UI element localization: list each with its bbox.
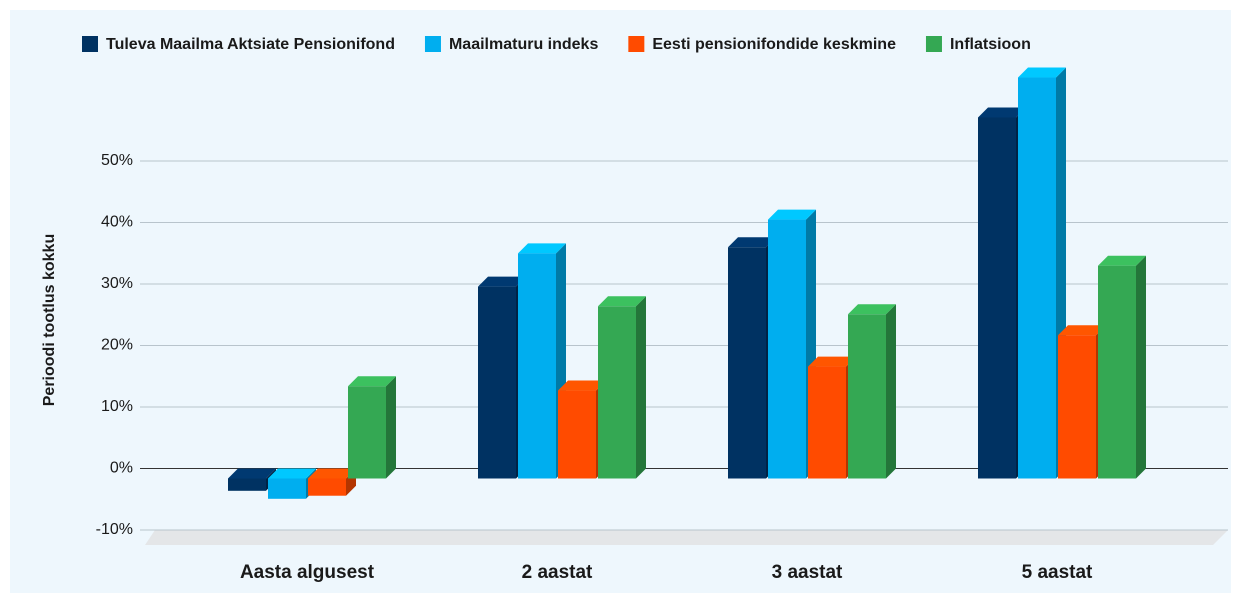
legend-label: Eesti pensionifondide keskmine [652,36,896,53]
bar-top [768,209,816,220]
bar-top [1018,67,1066,78]
bar-top [1098,255,1146,266]
bar-side [1136,255,1146,479]
y-tick-label: 0% [110,460,133,477]
bar-top [808,356,856,367]
bar [978,117,1016,479]
bar-top [228,468,276,479]
bar [558,390,596,479]
legend-label: Tuleva Maailma Aktsiate Pensionifond [106,36,395,53]
legend-swatch [925,36,942,52]
y-axis-label: Perioodi tootlus kokku [41,234,58,406]
floor [145,530,1228,545]
y-tick-label: -10% [96,521,133,538]
bar-top [518,243,566,254]
bar-top [348,376,396,387]
x-tick-label: Aasta algusest [240,562,375,583]
bar-side [386,376,396,479]
bar [728,247,766,479]
bar-top [728,237,776,248]
bar [348,386,386,479]
y-tick-label: 40% [101,214,133,231]
bar-top [558,380,606,391]
bar [1098,265,1136,479]
legend-swatch [424,36,441,52]
bar [598,306,636,479]
bar [228,478,266,491]
bar [268,478,306,499]
x-tick-label: 2 aastat [522,562,593,583]
legend-label: Maailmaturu indeks [449,36,598,53]
bar-top [978,107,1026,118]
bar-side [886,304,896,479]
bar-top [598,296,646,307]
bar [308,478,346,496]
x-tick-label: 5 aastat [1022,562,1093,583]
legend-swatch [628,36,645,52]
bar-top [848,304,896,315]
y-tick-label: 20% [101,337,133,354]
y-tick-label: 50% [101,152,133,169]
x-tick-label: 3 aastat [772,562,843,583]
bar [848,314,886,479]
bar [808,366,846,479]
bar-top [308,468,356,479]
bar-top [1058,325,1106,336]
bar [518,253,556,479]
y-tick-label: 10% [101,398,133,415]
bar-top [478,276,526,287]
legend-label: Inflatsioon [950,36,1031,53]
bar [768,219,806,479]
bar [1018,77,1056,479]
bar-side [636,296,646,479]
y-tick-label: 30% [101,275,133,292]
legend-swatch [82,36,98,52]
bar-top [268,468,316,479]
bar [478,286,516,479]
bar [1058,335,1096,479]
